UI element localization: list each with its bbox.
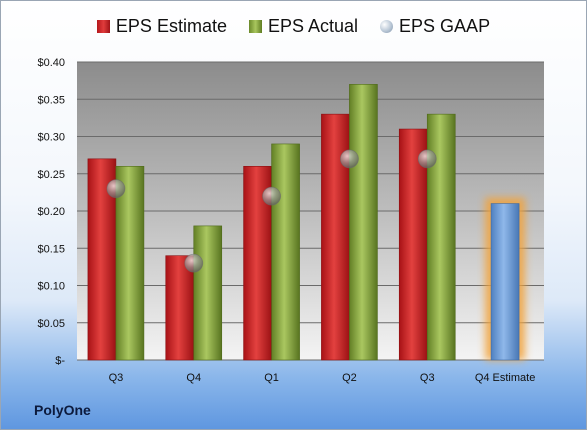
bar-eps-estimate [165,255,195,361]
legend-label-eps-actual: EPS Actual [267,16,359,36]
y-tick-label: $0.30 [37,132,65,144]
legend-label-eps-estimate: EPS Estimate [115,16,227,36]
y-tick-label: $0.05 [37,318,65,330]
legend-label-eps-gaap: EPS GAAP [399,16,491,36]
bars [87,84,526,361]
y-tick-label: $0.40 [37,57,65,69]
company-name: PolyOne [34,402,91,418]
bar-eps-actual-estimate [490,203,520,361]
x-tick-label: Q3 [420,372,435,384]
legend-swatch-eps-estimate [96,20,110,33]
y-axis-ticks: $- $0.05 $0.10 $0.15 $0.20 $0.25 $0.30 $0.35 $0.… [37,57,65,367]
bar-eps-actual [271,143,300,361]
x-axis-ticks: Q3 Q4 Q1 Q2 Q3 Q4 Estimate [109,372,536,384]
x-tick-label: Q2 [342,372,357,384]
y-tick-label: $0.15 [37,243,65,255]
gaap-markers [106,149,437,273]
legend: EPS Estimate EPS Actual EPS GAAP [0,16,587,37]
gridlines [77,61,544,361]
marker-eps-gaap [106,179,126,199]
y-tick-label: $0.35 [37,94,65,106]
x-tick-label: Q3 [109,372,124,384]
y-tick-label: $0.10 [37,281,65,293]
bar-eps-actual [115,166,145,361]
y-tick-label: $0.20 [37,206,65,218]
marker-eps-gaap [340,149,359,169]
marker-eps-gaap [184,253,204,273]
x-tick-label: Q4 [186,372,201,384]
x-tick-label: Q1 [264,372,279,384]
legend-item-eps-estimate: EPS Estimate [96,16,227,37]
bar-eps-actual [193,225,223,361]
y-tick-label: $- [55,355,65,367]
marker-eps-gaap [262,186,281,206]
x-tick-label: Q4 Estimate [475,372,536,384]
legend-swatch-eps-actual [248,20,262,33]
y-tick-label: $0.25 [37,169,65,181]
bar-eps-actual [349,84,378,361]
legend-item-eps-gaap: EPS GAAP [380,16,490,37]
marker-eps-gaap [417,149,437,169]
legend-swatch-eps-gaap [380,20,394,33]
bar-eps-estimate [398,128,428,361]
legend-item-eps-actual: EPS Actual [248,16,359,37]
